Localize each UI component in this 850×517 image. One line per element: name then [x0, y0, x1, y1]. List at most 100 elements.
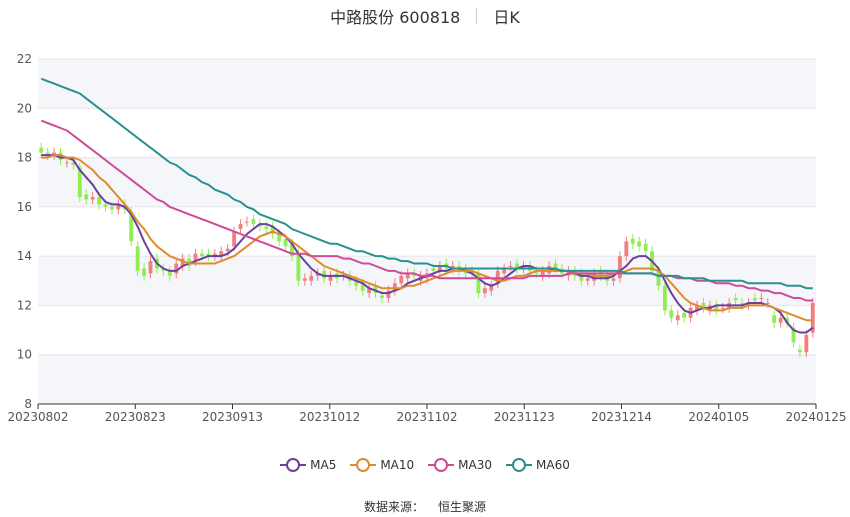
candle-body [200, 253, 204, 257]
candle-body [804, 335, 809, 353]
candle-body [495, 270, 500, 284]
candle-body [553, 263, 558, 269]
candle-body [720, 307, 725, 309]
legend-ma30[interactable]: MA30 [428, 458, 492, 472]
candle-body [386, 290, 391, 299]
legend-ma30-label: MA30 [458, 458, 493, 472]
candle-body [392, 283, 397, 291]
candle-body [785, 317, 789, 323]
candle-body [617, 256, 622, 279]
ma-line-ma60 [40, 77, 813, 290]
period-label: 日K [493, 8, 520, 27]
candle-body [206, 253, 211, 257]
y-tick-label: 20 [17, 101, 32, 115]
candle-body [71, 162, 76, 165]
candle-body [251, 219, 256, 225]
candle-body [373, 285, 378, 294]
candle-body [405, 273, 410, 279]
candle-body [714, 305, 719, 311]
candle-body [482, 288, 487, 294]
candle-body [129, 211, 134, 242]
legend-ma60[interactable]: MA60 [506, 458, 570, 472]
legend-ma5-swatch [280, 458, 307, 472]
x-tick-label: 20230802 [7, 410, 68, 424]
candle-body [656, 270, 661, 286]
source-label: 数据来源： [363, 500, 424, 514]
grid-band [38, 59, 816, 109]
candle-body [759, 298, 764, 300]
candle-body [238, 224, 243, 230]
candle-body [354, 280, 359, 286]
candle-body [540, 270, 545, 276]
candle-body [45, 152, 50, 156]
candle-body [84, 194, 89, 200]
grid-band [38, 157, 816, 207]
candle-body [547, 266, 552, 274]
kline-chart: 8 10 12 14 16 18 20 22 20230802 20230823 20230913 2… [7, 52, 846, 424]
candle-body [669, 310, 674, 318]
grid-band [38, 354, 816, 404]
candle-body [695, 305, 699, 311]
candle-body [502, 268, 507, 274]
candle-body [637, 241, 642, 247]
candle-body [521, 266, 526, 269]
candle-body [534, 270, 539, 274]
candle-body [585, 278, 590, 281]
candle-body [515, 263, 519, 269]
candle-body [264, 226, 269, 230]
candle-body [797, 349, 802, 353]
x-tick-label: 20230823 [105, 410, 166, 424]
y-tick-label: 14 [17, 249, 32, 263]
x-tick-label: 20230913 [202, 410, 263, 424]
candle-body [39, 147, 44, 153]
y-tick-label: 10 [17, 348, 32, 362]
candle-body [643, 243, 648, 252]
candle-body [103, 204, 108, 207]
candle-body [90, 197, 95, 200]
candle-body [791, 327, 796, 343]
legend-ma5[interactable]: MA5 [280, 458, 336, 472]
candle-body [778, 317, 783, 323]
candle-body [309, 275, 314, 281]
legend-ma60-label: MA60 [536, 458, 570, 472]
candle-body [380, 295, 384, 299]
y-tick-label: 22 [17, 52, 32, 66]
candle-body [232, 231, 237, 247]
candle-body [431, 268, 436, 271]
x-tick-label: 20240105 [688, 410, 749, 424]
candle-body [161, 268, 166, 271]
candle-body [77, 167, 82, 197]
candle-body [187, 258, 192, 266]
candle-body [116, 204, 121, 210]
candle-body [270, 226, 275, 234]
candle-body [322, 270, 327, 279]
x-tick-label: 20231123 [494, 410, 555, 424]
candle-body [772, 315, 777, 323]
legend-ma5-label: MA5 [310, 458, 337, 472]
candle-body [489, 285, 494, 291]
candle-body [508, 266, 513, 267]
chart-legend: MA5 MA10 MA30 MA60 [0, 458, 850, 472]
candle-body [97, 197, 102, 205]
candle-body [212, 253, 217, 257]
x-tick-label: 20231102 [396, 410, 457, 424]
candle-body [476, 273, 481, 294]
header-divider [476, 8, 478, 24]
candle-body [110, 206, 114, 210]
candle-body [752, 298, 757, 301]
candle-body [470, 270, 474, 274]
candle-body [315, 273, 320, 276]
candle-body [135, 246, 140, 271]
candle-body [257, 224, 262, 227]
legend-ma10[interactable]: MA10 [350, 458, 414, 472]
candle-body [450, 266, 455, 269]
candle-body [193, 253, 198, 262]
y-tick-label: 16 [17, 200, 32, 214]
legend-ma10-swatch [350, 458, 377, 472]
candle-body [624, 241, 629, 257]
candle-body [810, 302, 815, 333]
candle-body [367, 288, 372, 294]
candle-body [579, 273, 584, 281]
candle-body [746, 302, 751, 306]
legend-ma30-swatch [428, 458, 455, 472]
